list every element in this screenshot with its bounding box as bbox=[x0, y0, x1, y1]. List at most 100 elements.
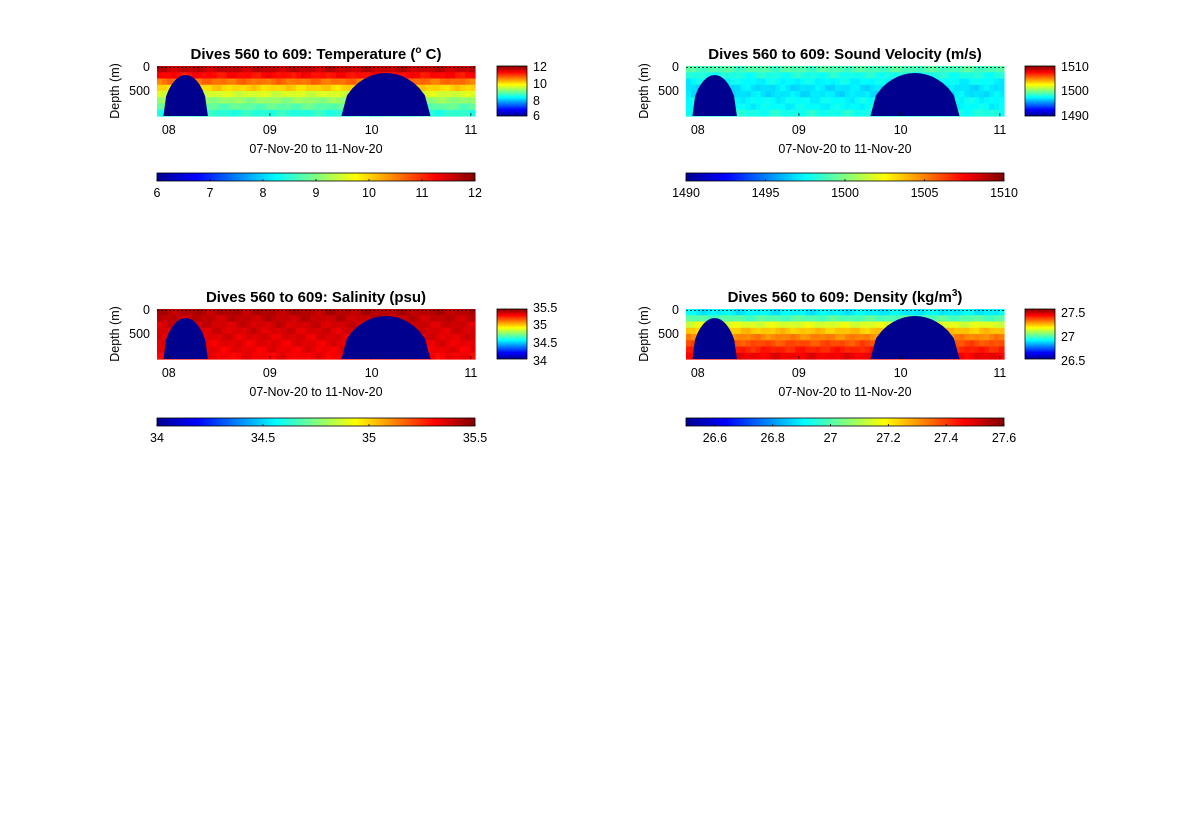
heatmap-cell bbox=[795, 327, 801, 335]
heatmap-cell bbox=[740, 315, 747, 323]
heatmap-cell bbox=[415, 315, 421, 323]
heatmap-cell bbox=[785, 109, 791, 117]
heatmap-cell bbox=[236, 315, 243, 323]
heatmap-cell bbox=[815, 309, 821, 316]
heatmap-cell bbox=[330, 97, 337, 105]
heatmap-cell bbox=[780, 97, 786, 105]
heatmap-cell bbox=[380, 66, 387, 73]
heatmap-cell bbox=[874, 72, 881, 80]
heatmap-cell bbox=[825, 109, 831, 117]
heatmap-cell bbox=[211, 334, 218, 341]
heatmap-cell bbox=[211, 321, 218, 329]
heatmap-cell bbox=[874, 327, 881, 335]
heatmap-cell bbox=[335, 327, 342, 335]
heatmap-cell bbox=[964, 97, 970, 105]
heatmap-cell bbox=[790, 103, 796, 111]
heatmap-cell bbox=[430, 315, 436, 323]
heatmap-cell bbox=[236, 66, 243, 73]
heatmap-cell bbox=[864, 109, 871, 117]
heatmap-cell bbox=[271, 103, 277, 111]
heatmap-cell bbox=[770, 334, 777, 341]
heatmap-cell bbox=[790, 97, 796, 105]
heatmap-cell bbox=[320, 340, 327, 348]
heatmap-cell bbox=[291, 327, 297, 335]
x-tick-label: 08 bbox=[691, 123, 705, 137]
heatmap-cell bbox=[445, 315, 451, 323]
heatmap-cell bbox=[815, 327, 821, 335]
heatmap-cell bbox=[760, 97, 767, 105]
heatmap-cell bbox=[261, 340, 267, 348]
heatmap-cell bbox=[460, 109, 466, 117]
bottom-colorbar-tick-label: 6 bbox=[154, 186, 161, 200]
heatmap-cell bbox=[974, 91, 980, 98]
heatmap-cell bbox=[236, 97, 243, 105]
heatmap-cell bbox=[157, 66, 163, 73]
heatmap-cell bbox=[765, 72, 772, 80]
heatmap-cell bbox=[340, 84, 347, 92]
heatmap-cell bbox=[161, 97, 168, 105]
heatmap-cell bbox=[864, 315, 871, 323]
heatmap-cell bbox=[286, 309, 292, 316]
heatmap-cell bbox=[350, 315, 357, 323]
heatmap-cell bbox=[216, 103, 223, 111]
heatmap-cell bbox=[460, 321, 466, 329]
heatmap-cell bbox=[465, 340, 471, 348]
heatmap-cell bbox=[460, 340, 466, 348]
heatmap-cell bbox=[845, 346, 851, 354]
heatmap-cell bbox=[954, 84, 960, 92]
heatmap-cell bbox=[795, 91, 801, 98]
heatmap-cell bbox=[306, 109, 312, 117]
heatmap-cell bbox=[964, 103, 970, 111]
heatmap-cell bbox=[221, 109, 228, 117]
heatmap-cell bbox=[979, 346, 985, 354]
heatmap-cell bbox=[954, 321, 960, 329]
heatmap-cell bbox=[425, 327, 431, 335]
heatmap-cell bbox=[460, 84, 466, 92]
heatmap-cell bbox=[994, 66, 1000, 73]
bottom-colorbar-tick-label: 1495 bbox=[752, 186, 780, 200]
heatmap-cell bbox=[241, 91, 248, 98]
heatmap-cell bbox=[745, 103, 752, 111]
heatmap-cell bbox=[301, 321, 307, 329]
x-tick-label: 09 bbox=[263, 366, 277, 380]
heatmap-cell bbox=[755, 72, 762, 80]
heatmap-cell bbox=[830, 91, 836, 98]
heatmap-cell bbox=[306, 97, 312, 105]
heatmap-cell bbox=[201, 309, 208, 316]
heatmap-cell bbox=[869, 334, 876, 341]
bottom-colorbar-tick-label: 1505 bbox=[911, 186, 939, 200]
heatmap-cell bbox=[830, 109, 836, 117]
heatmap-cell bbox=[246, 78, 253, 86]
heatmap-cell bbox=[686, 321, 692, 329]
heatmap-cell bbox=[765, 315, 772, 323]
heatmap-cell bbox=[825, 72, 831, 80]
heatmap-cell bbox=[415, 321, 421, 329]
heatmap-cell bbox=[864, 72, 871, 80]
heatmap-cell bbox=[301, 66, 307, 73]
heatmap-cell bbox=[859, 66, 866, 73]
heatmap-cell bbox=[291, 103, 297, 111]
heatmap-cell bbox=[231, 84, 238, 92]
heatmap-cell bbox=[306, 309, 312, 316]
heatmap-cell bbox=[760, 315, 767, 323]
heatmap-cell bbox=[999, 315, 1005, 323]
heatmap-cell bbox=[450, 91, 456, 98]
heatmap-cell bbox=[171, 66, 178, 73]
heatmap-cell bbox=[690, 91, 697, 98]
heatmap-cell bbox=[301, 315, 307, 323]
heatmap-cell bbox=[830, 84, 836, 92]
heatmap-cell bbox=[735, 109, 742, 117]
heatmap-cell bbox=[825, 103, 831, 111]
heatmap-cell bbox=[849, 352, 856, 360]
heatmap-cell bbox=[201, 72, 208, 80]
heatmap-cell bbox=[420, 72, 426, 80]
heatmap-cell bbox=[999, 72, 1005, 80]
heatmap-cell bbox=[750, 84, 757, 92]
heatmap-cell bbox=[325, 109, 332, 117]
heatmap-cell bbox=[795, 103, 801, 111]
heatmap-cell bbox=[964, 78, 970, 86]
heatmap-cell bbox=[864, 103, 871, 111]
heatmap-cell bbox=[964, 109, 970, 117]
heatmap-cell bbox=[435, 78, 441, 86]
heatmap-cell bbox=[815, 97, 821, 105]
